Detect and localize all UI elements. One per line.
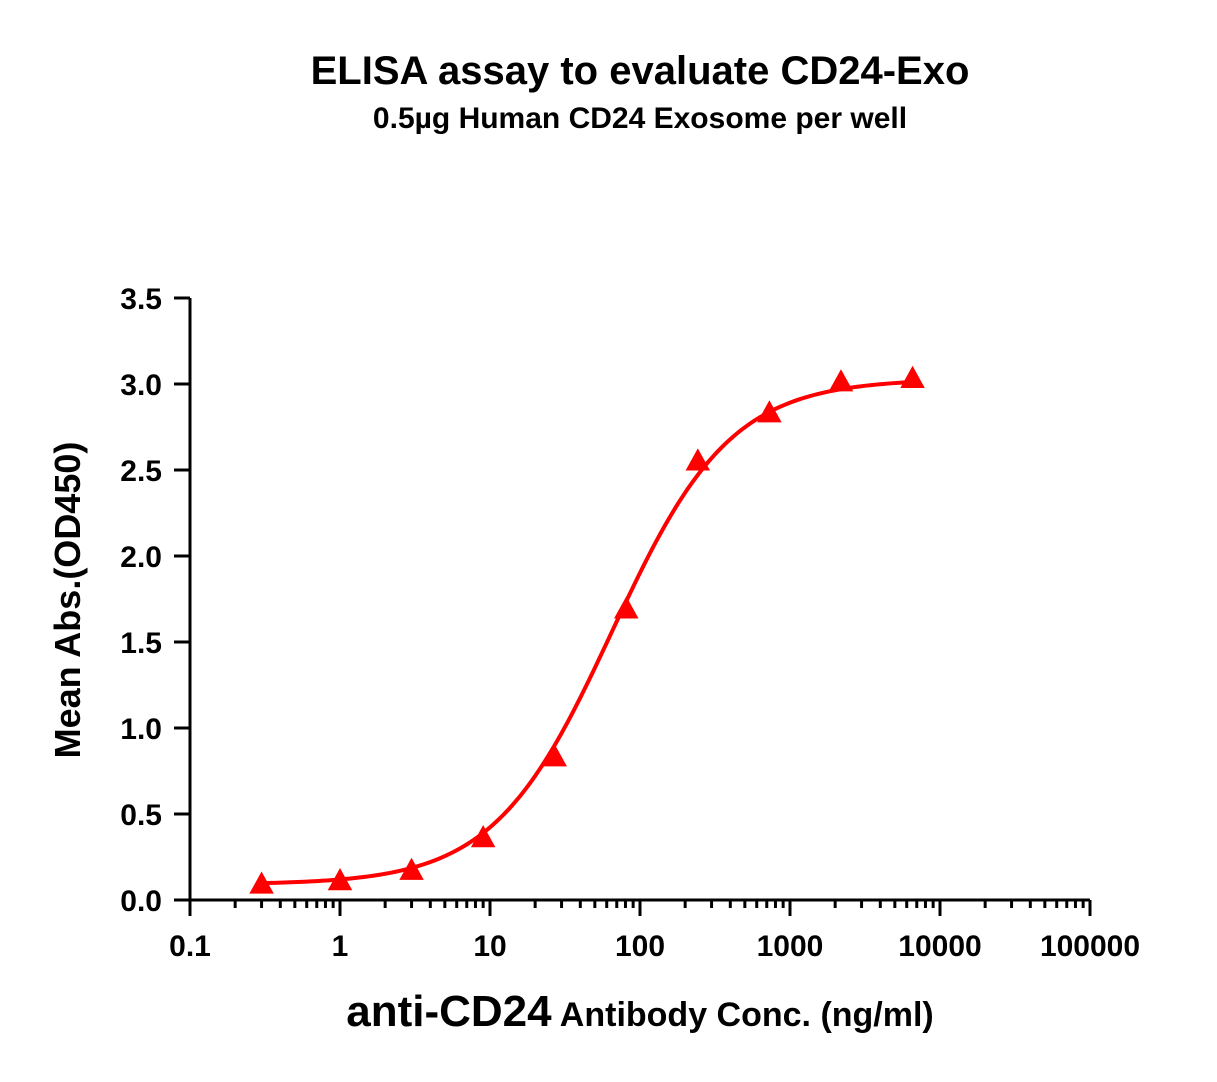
x-axis-label-rest: Antibody Conc. (ng/ml) <box>552 996 934 1034</box>
x-axis-label-main: anti-CD24 <box>346 987 552 1036</box>
y-ticks: 0.0 0.5 1.0 1.5 2.0 2.5 3.0 3.5 <box>120 283 190 918</box>
data-point <box>614 596 639 619</box>
y-axis-label: Mean Abs.(OD450) <box>47 442 88 759</box>
chart-subtitle: 0.5µg Human CD24 Exosome per well <box>373 102 907 135</box>
x-axis-label: anti-CD24 Antibody Conc. (ng/ml) <box>346 987 934 1036</box>
y-tick-label: 2.5 <box>120 455 162 488</box>
x-tick-label: 1000 <box>757 930 824 963</box>
y-tick-label: 1.0 <box>120 713 162 746</box>
chart-title: ELISA assay to evaluate CD24-Exo <box>311 49 970 93</box>
x-ticks: 0.1 1 10 100 1000 10000 100000 <box>169 900 1140 963</box>
data-point <box>327 868 353 891</box>
data-point <box>399 857 424 880</box>
data-point <box>249 871 274 894</box>
y-tick-label: 0.0 <box>120 885 162 918</box>
data-point <box>828 369 854 392</box>
x-tick-label: 100 <box>615 930 665 963</box>
y-tick-label: 2.0 <box>120 541 162 574</box>
y-tick-label: 1.5 <box>120 627 162 660</box>
y-tick-label: 3.0 <box>120 369 162 402</box>
fit-curve <box>261 379 913 886</box>
x-tick-label: 0.1 <box>169 930 211 963</box>
x-tick-label: 10000 <box>898 930 981 963</box>
x-tick-label: 10 <box>473 930 506 963</box>
x-tick-label: 1 <box>332 930 349 963</box>
data-point <box>900 365 925 388</box>
data-points <box>249 365 925 894</box>
data-point <box>757 400 782 423</box>
data-point <box>542 744 567 767</box>
x-tick-label: 100000 <box>1040 930 1140 963</box>
data-point <box>470 825 496 848</box>
y-tick-label: 0.5 <box>120 799 162 832</box>
y-tick-label: 3.5 <box>120 283 162 316</box>
data-point <box>685 448 711 471</box>
